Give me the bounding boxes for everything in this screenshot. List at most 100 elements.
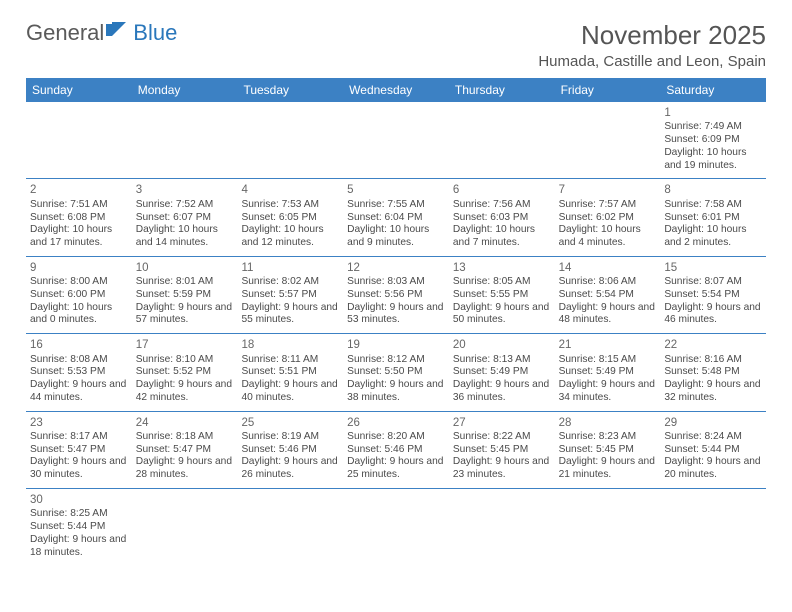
daylight-text: Daylight: 10 hours and 0 minutes. bbox=[30, 302, 128, 328]
day-cell: 21 Sunrise: 8:15 AMSunset: 5:49 PMDayligh… bbox=[555, 334, 661, 410]
day-cell: 11Sunrise: 8:02 AMSunset: 5:57 PMDayligh… bbox=[237, 257, 343, 333]
day-number: 24 bbox=[136, 416, 234, 430]
daylight-text: Daylight: 9 hours and 23 minutes. bbox=[453, 456, 551, 482]
daylight-text: Daylight: 10 hours and 19 minutes. bbox=[664, 147, 762, 173]
sunset-text: Sunset: 5:53 PM bbox=[30, 366, 128, 379]
daylight-text: Daylight: 9 hours and 38 minutes. bbox=[347, 379, 445, 405]
daylight-text: Daylight: 9 hours and 26 minutes. bbox=[241, 456, 339, 482]
day-number: 23 bbox=[30, 416, 128, 430]
day-cell: 17Sunrise: 8:10 AMSunset: 5:52 PMDayligh… bbox=[132, 334, 238, 410]
day-cell: 14Sunrise: 8:06 AMSunset: 5:54 PMDayligh… bbox=[555, 257, 661, 333]
sunset-text: Sunset: 5:57 PM bbox=[241, 289, 339, 302]
sunrise-text: Sunrise: 8:02 AM bbox=[241, 276, 339, 289]
daylight-text: Daylight: 9 hours and 32 minutes. bbox=[664, 379, 762, 405]
empty-cell bbox=[555, 489, 661, 565]
header: GeneralBlue November 2025 Humada, Castil… bbox=[26, 20, 766, 70]
day-number: 5 bbox=[347, 183, 445, 197]
title-block: November 2025 Humada, Castille and Leon,… bbox=[538, 20, 766, 70]
day-number: 29 bbox=[664, 416, 762, 430]
week-row: 1Sunrise: 7:49 AMSunset: 6:09 PMDaylight… bbox=[26, 102, 766, 179]
brand-text-general: General bbox=[26, 20, 104, 46]
sunrise-text: Sunrise: 8:16 AM bbox=[664, 354, 762, 367]
day-number: 28 bbox=[559, 416, 657, 430]
week-row: 9Sunrise: 8:00 AMSunset: 6:00 PMDaylight… bbox=[26, 257, 766, 334]
sunset-text: Sunset: 6:00 PM bbox=[30, 289, 128, 302]
day-cell: 13Sunrise: 8:05 AMSunset: 5:55 PMDayligh… bbox=[449, 257, 555, 333]
day-number: 3 bbox=[136, 183, 234, 197]
sunset-text: Sunset: 5:48 PM bbox=[664, 366, 762, 379]
sunrise-text: Sunrise: 8:19 AM bbox=[241, 431, 339, 444]
day-number: 21 bbox=[559, 338, 657, 352]
sunrise-text: Sunrise: 7:49 AM bbox=[664, 121, 762, 134]
sunrise-text: Sunrise: 8:15 AM bbox=[559, 354, 657, 367]
empty-cell bbox=[449, 102, 555, 178]
empty-cell bbox=[555, 102, 661, 178]
sunrise-text: Sunrise: 8:23 AM bbox=[559, 431, 657, 444]
sunset-text: Sunset: 5:47 PM bbox=[30, 444, 128, 457]
sunset-text: Sunset: 5:50 PM bbox=[347, 366, 445, 379]
sunset-text: Sunset: 5:44 PM bbox=[30, 521, 128, 534]
daylight-text: Daylight: 9 hours and 28 minutes. bbox=[136, 456, 234, 482]
flag-icon bbox=[106, 20, 132, 46]
empty-cell bbox=[660, 489, 766, 565]
daylight-text: Daylight: 9 hours and 25 minutes. bbox=[347, 456, 445, 482]
daylight-text: Daylight: 9 hours and 42 minutes. bbox=[136, 379, 234, 405]
day-number: 1 bbox=[664, 106, 762, 120]
daylight-text: Daylight: 9 hours and 20 minutes. bbox=[664, 456, 762, 482]
daylight-text: Daylight: 9 hours and 53 minutes. bbox=[347, 302, 445, 328]
day-number: 7 bbox=[559, 183, 657, 197]
day-cell: 7Sunrise: 7:57 AMSunset: 6:02 PMDaylight… bbox=[555, 179, 661, 255]
sunrise-text: Sunrise: 8:03 AM bbox=[347, 276, 445, 289]
sunset-text: Sunset: 5:52 PM bbox=[136, 366, 234, 379]
day-cell: 6Sunrise: 7:56 AMSunset: 6:03 PMDaylight… bbox=[449, 179, 555, 255]
day-number: 27 bbox=[453, 416, 551, 430]
daylight-text: Daylight: 9 hours and 48 minutes. bbox=[559, 302, 657, 328]
sunset-text: Sunset: 5:49 PM bbox=[453, 366, 551, 379]
sunset-text: Sunset: 5:55 PM bbox=[453, 289, 551, 302]
sunset-text: Sunset: 6:04 PM bbox=[347, 212, 445, 225]
daylight-text: Daylight: 10 hours and 2 minutes. bbox=[664, 224, 762, 250]
sunset-text: Sunset: 5:49 PM bbox=[559, 366, 657, 379]
day-cell: 29Sunrise: 8:24 AMSunset: 5:44 PMDayligh… bbox=[660, 412, 766, 488]
empty-cell bbox=[132, 102, 238, 178]
day-cell: 9Sunrise: 8:00 AMSunset: 6:00 PMDaylight… bbox=[26, 257, 132, 333]
daylight-text: Daylight: 9 hours and 34 minutes. bbox=[559, 379, 657, 405]
day-number: 13 bbox=[453, 261, 551, 275]
day-cell: 10Sunrise: 8:01 AMSunset: 5:59 PMDayligh… bbox=[132, 257, 238, 333]
sunrise-text: Sunrise: 8:01 AM bbox=[136, 276, 234, 289]
empty-cell bbox=[343, 489, 449, 565]
sunrise-text: Sunrise: 8:11 AM bbox=[241, 354, 339, 367]
sunset-text: Sunset: 5:54 PM bbox=[664, 289, 762, 302]
daylight-text: Daylight: 10 hours and 4 minutes. bbox=[559, 224, 657, 250]
sunset-text: Sunset: 5:59 PM bbox=[136, 289, 234, 302]
sunset-text: Sunset: 5:44 PM bbox=[664, 444, 762, 457]
brand-logo: GeneralBlue bbox=[26, 20, 177, 46]
day-number: 9 bbox=[30, 261, 128, 275]
day-header-sunday: Sunday bbox=[26, 78, 132, 102]
day-number: 2 bbox=[30, 183, 128, 197]
day-cell: 15Sunrise: 8:07 AMSunset: 5:54 PMDayligh… bbox=[660, 257, 766, 333]
sunrise-text: Sunrise: 8:17 AM bbox=[30, 431, 128, 444]
day-number: 19 bbox=[347, 338, 445, 352]
sunset-text: Sunset: 5:45 PM bbox=[453, 444, 551, 457]
day-number: 15 bbox=[664, 261, 762, 275]
daylight-text: Daylight: 9 hours and 18 minutes. bbox=[30, 534, 128, 560]
day-cell: 22Sunrise: 8:16 AMSunset: 5:48 PMDayligh… bbox=[660, 334, 766, 410]
page: GeneralBlue November 2025 Humada, Castil… bbox=[0, 0, 792, 575]
sunrise-text: Sunrise: 7:52 AM bbox=[136, 199, 234, 212]
daylight-text: Daylight: 9 hours and 36 minutes. bbox=[453, 379, 551, 405]
day-header-thursday: Thursday bbox=[449, 78, 555, 102]
day-cell: 16Sunrise: 8:08 AMSunset: 5:53 PMDayligh… bbox=[26, 334, 132, 410]
sunrise-text: Sunrise: 8:25 AM bbox=[30, 508, 128, 521]
sunrise-text: Sunrise: 8:08 AM bbox=[30, 354, 128, 367]
daylight-text: Daylight: 9 hours and 30 minutes. bbox=[30, 456, 128, 482]
empty-cell bbox=[237, 102, 343, 178]
daylight-text: Daylight: 9 hours and 55 minutes. bbox=[241, 302, 339, 328]
day-number: 11 bbox=[241, 261, 339, 275]
sunrise-text: Sunrise: 7:57 AM bbox=[559, 199, 657, 212]
daylight-text: Daylight: 9 hours and 46 minutes. bbox=[664, 302, 762, 328]
week-row: 16Sunrise: 8:08 AMSunset: 5:53 PMDayligh… bbox=[26, 334, 766, 411]
day-cell: 5Sunrise: 7:55 AMSunset: 6:04 PMDaylight… bbox=[343, 179, 449, 255]
sunset-text: Sunset: 6:03 PM bbox=[453, 212, 551, 225]
sunrise-text: Sunrise: 8:18 AM bbox=[136, 431, 234, 444]
